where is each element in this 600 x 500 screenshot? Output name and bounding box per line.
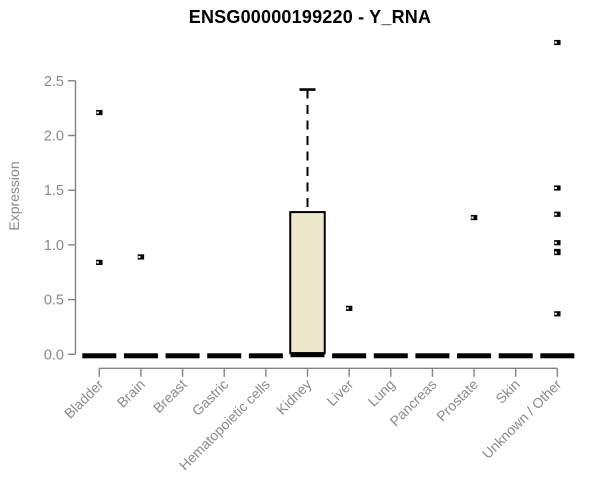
x-category-label: Kidney xyxy=(273,376,315,418)
median-bar xyxy=(248,353,283,359)
outlier-point xyxy=(345,305,353,311)
outlier-point-notch xyxy=(346,307,349,310)
outlier-point xyxy=(554,39,561,46)
chart-title: ENSG00000199220 - Y_RNA xyxy=(188,7,432,27)
median-bar xyxy=(415,353,450,359)
outlier-point-notch xyxy=(554,251,557,254)
outlier-point xyxy=(554,249,561,256)
median-bar xyxy=(123,353,158,359)
x-category-label: Liver xyxy=(323,376,356,409)
y-tick-label: 1.5 xyxy=(44,183,64,199)
median-bar xyxy=(165,353,200,359)
median-bar xyxy=(498,353,533,359)
x-category-label: Prostate xyxy=(433,376,481,424)
box xyxy=(289,211,326,355)
outlier-point-notch xyxy=(554,187,557,190)
outlier-point xyxy=(470,214,478,221)
x-category-label: Unknown / Other xyxy=(479,376,565,462)
outlier-point-notch xyxy=(554,41,557,44)
outlier-point xyxy=(554,240,561,246)
y-tick-label: 2.5 xyxy=(44,74,64,90)
median-bar xyxy=(290,352,325,358)
x-category-label: Skin xyxy=(492,376,523,407)
outlier-point-notch xyxy=(96,261,99,264)
outlier-point-notch xyxy=(554,213,557,216)
median-bar xyxy=(457,353,492,359)
x-category-label: Bladder xyxy=(61,376,107,422)
y-tick-label: 0.0 xyxy=(44,347,64,363)
outlier-point xyxy=(96,109,103,116)
outlier-point-notch xyxy=(471,216,474,219)
outlier-point xyxy=(554,211,561,217)
outlier-point xyxy=(96,259,103,266)
median-bar xyxy=(82,353,117,359)
median-bar xyxy=(207,353,242,359)
outlier-point xyxy=(554,185,561,191)
outlier-point-notch xyxy=(554,241,557,244)
outlier-point-notch xyxy=(96,111,99,114)
x-category-label: Lung xyxy=(365,376,398,409)
outlier-point-notch xyxy=(554,312,557,315)
median-bar xyxy=(540,353,575,359)
median-bar xyxy=(373,353,408,359)
median-bar xyxy=(332,353,367,359)
x-category-label: Brain xyxy=(114,376,148,410)
y-tick-label: 0.5 xyxy=(44,293,64,309)
y-tick-label: 1.0 xyxy=(44,238,64,254)
outlier-point xyxy=(137,254,145,260)
outlier-point xyxy=(554,311,561,317)
x-category-label: Breast xyxy=(150,376,190,416)
outlier-point-notch xyxy=(138,255,141,258)
y-tick-label: 2.0 xyxy=(44,129,64,145)
